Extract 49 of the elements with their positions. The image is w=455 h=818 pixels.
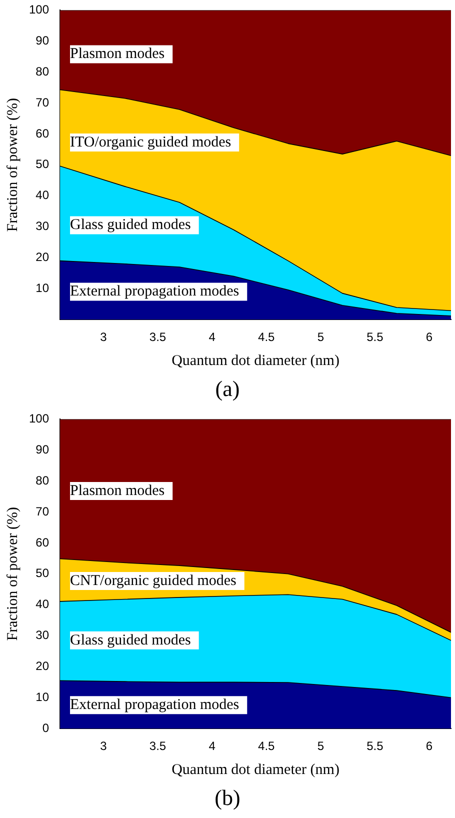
y-tick-label: 40 [36, 597, 50, 612]
x-tick-label: 6 [426, 739, 433, 754]
series-label: ITO/organic guided modes [70, 134, 232, 150]
x-tick-label: 5 [317, 739, 324, 754]
y-tick-label: 60 [36, 535, 50, 550]
text: (b) [214, 784, 242, 812]
x-axis-title: Quantum dot diameter (nm) [172, 762, 340, 778]
y-tick-label: 60 [36, 126, 50, 140]
y-axis-title: Fraction of power (%) [4, 507, 21, 641]
series-label: External propagation modes [70, 284, 240, 300]
x-tick-label: 5 [317, 330, 324, 344]
x-tick-label: 5.5 [366, 330, 384, 344]
series-label: Plasmon modes [70, 482, 165, 499]
series-label: External propagation modes [70, 697, 240, 714]
y-tick-label: 20 [36, 250, 50, 264]
y-tick-label: 80 [36, 473, 50, 488]
x-tick-label: 6 [426, 330, 433, 344]
y-tick-label: 70 [36, 504, 50, 518]
x-axis-title: Quantum dot diameter (nm) [172, 352, 340, 369]
x-tick-label: 4.5 [258, 330, 276, 344]
y-tick-label: 0 [42, 720, 50, 735]
y-tick-label: 80 [36, 64, 50, 78]
y-tick-label: 10 [36, 280, 50, 295]
x-tick-label: 4 [208, 330, 216, 344]
y-tick-label: 50 [36, 157, 50, 172]
y-tick-label: 10 [36, 690, 50, 704]
x-tick-label: 3.5 [149, 330, 166, 344]
y-tick-label: 40 [36, 188, 50, 202]
series-label: Glass guided modes [70, 217, 192, 234]
series-label: Glass guided modes [70, 632, 192, 648]
x-tick-label: 4.5 [258, 739, 276, 754]
series-label: Plasmon modes [70, 46, 165, 62]
y-tick-label: 100 [28, 2, 50, 17]
series-label: CNT/organic guided modes [70, 572, 237, 589]
y-tick-label: 30 [36, 628, 50, 642]
x-tick-label: 3 [100, 739, 108, 754]
y-tick-label: 30 [36, 219, 50, 234]
y-axis-title: Fraction of power (%) [4, 98, 21, 232]
y-tick-label: 70 [36, 95, 50, 110]
y-tick-label: 100 [28, 412, 50, 426]
y-tick-label: 90 [36, 442, 50, 456]
x-tick-label: 5.5 [366, 739, 384, 754]
x-tick-label: 4 [208, 739, 216, 754]
x-tick-label: 3 [100, 330, 108, 344]
x-tick-label: 3.5 [149, 739, 166, 754]
y-tick-label: 90 [36, 33, 50, 48]
text: (a) [214, 375, 241, 403]
y-tick-label: 50 [36, 566, 50, 580]
y-tick-label: 20 [36, 659, 50, 674]
